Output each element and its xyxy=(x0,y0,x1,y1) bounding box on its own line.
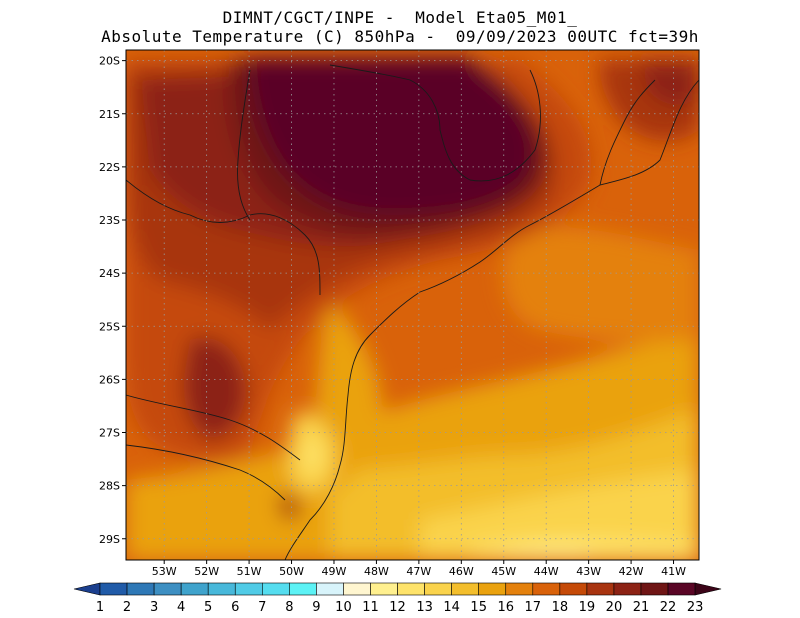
lon-tick-label: 43W xyxy=(576,565,601,578)
colorbar-swatch xyxy=(397,582,425,596)
colorbar-arrow-high xyxy=(694,582,722,596)
colorbar-label: 2 xyxy=(123,600,131,615)
lat-tick-label: 21S xyxy=(99,108,120,121)
colorbar-label: 5 xyxy=(204,600,212,615)
colorbar-swatch xyxy=(126,582,155,596)
colorbar-swatch xyxy=(289,582,317,596)
colorbar-swatch xyxy=(207,582,236,596)
colorbar-label: 20 xyxy=(606,600,623,615)
colorbar-swatch xyxy=(99,582,128,596)
colorbar-label: 7 xyxy=(258,600,266,615)
colorbar-swatch xyxy=(667,582,696,596)
colorbar-label: 13 xyxy=(416,600,433,615)
colorbar xyxy=(73,582,722,596)
colorbar-swatch xyxy=(586,582,615,596)
lat-tick-label: 24S xyxy=(99,267,120,280)
figure-title: DIMNT/CGCT/INPE - Model Eta05_M01_ xyxy=(222,8,578,27)
colorbar-label: 6 xyxy=(231,600,239,615)
colorbar-label: 16 xyxy=(497,600,514,615)
colorbar-swatch xyxy=(234,582,263,596)
colorbar-swatch xyxy=(451,582,479,596)
lat-tick-label: 29S xyxy=(99,533,120,546)
colorbar-swatch xyxy=(505,582,534,596)
colorbar-label: 21 xyxy=(633,600,650,615)
colorbar-swatch xyxy=(424,582,452,596)
lon-tick-label: 41W xyxy=(661,565,686,578)
lon-tick-label: 50W xyxy=(279,565,304,578)
lat-tick-label: 22S xyxy=(99,161,120,174)
colorbar-swatch xyxy=(478,582,507,596)
coastline xyxy=(126,64,699,560)
lat-tick-label: 25S xyxy=(99,320,120,333)
colorbar-swatch xyxy=(316,582,344,596)
colorbar-label: 23 xyxy=(687,600,704,615)
figure-subtitle: Absolute Temperature (C) 850hPa - 09/09/… xyxy=(101,27,699,46)
lon-tick-label: 46W xyxy=(449,565,474,578)
plot-frame xyxy=(125,49,700,561)
colorbar-swatch xyxy=(370,582,398,596)
colorbar-swatch xyxy=(613,582,642,596)
colorbar-label: 12 xyxy=(389,600,406,615)
lon-tick-label: 49W xyxy=(322,565,347,578)
lon-tick-label: 51W xyxy=(237,565,262,578)
lon-tick-label: 42W xyxy=(619,565,644,578)
lat-tick-label: 28S xyxy=(99,480,120,493)
colorbar-label: 8 xyxy=(285,600,293,615)
graticule xyxy=(126,50,699,560)
lat-tick-label: 27S xyxy=(99,427,120,440)
colorbar-label: 3 xyxy=(150,600,158,615)
lon-tick-label: 53W xyxy=(152,565,177,578)
colorbar-swatch xyxy=(261,582,290,596)
colorbar-swatch xyxy=(640,582,669,596)
lon-tick-label: 52W xyxy=(194,565,219,578)
colorbar-labels: 1 2 3 4 5 6 7 8 9 10 11 12 13 14 15 16 17 18 19 20 21 22 23 xyxy=(96,600,704,615)
colorbar-label: 17 xyxy=(525,600,542,615)
colorbar-swatch xyxy=(532,582,561,596)
colorbar-label: 1 xyxy=(96,600,104,615)
colorbar-swatch xyxy=(180,582,209,596)
lat-tick-label: 23S xyxy=(99,214,120,227)
colorbar-label: 9 xyxy=(312,600,320,615)
colorbar-label: 18 xyxy=(552,600,569,615)
colorbar-swatch xyxy=(153,582,182,596)
lat-tick-label: 20S xyxy=(99,55,120,68)
lon-tick-label: 48W xyxy=(364,565,389,578)
lon-tick-label: 44W xyxy=(534,565,559,578)
colorbar-swatch xyxy=(559,582,588,596)
longitude-labels: 53W 52W 51W 50W 49W 48W 47W 46W 45W 44W 43W 42W 41W xyxy=(152,560,686,578)
temperature-field xyxy=(126,50,699,560)
colorbar-label: 10 xyxy=(335,600,352,615)
latitude-labels: 20S 21S 22S 23S 24S 25S 26S 27S 28S 29S xyxy=(99,55,126,546)
colorbar-label: 4 xyxy=(177,600,185,615)
colorbar-label: 19 xyxy=(579,600,596,615)
colorbar-swatch xyxy=(343,582,371,596)
colorbar-arrow-low xyxy=(73,582,101,596)
colorbar-label: 22 xyxy=(660,600,677,615)
colorbar-label: 14 xyxy=(443,600,460,615)
lon-tick-label: 47W xyxy=(406,565,431,578)
lat-tick-label: 26S xyxy=(99,373,120,386)
colorbar-label: 11 xyxy=(362,600,379,615)
colorbar-label: 15 xyxy=(470,600,487,615)
lon-tick-label: 45W xyxy=(491,565,516,578)
